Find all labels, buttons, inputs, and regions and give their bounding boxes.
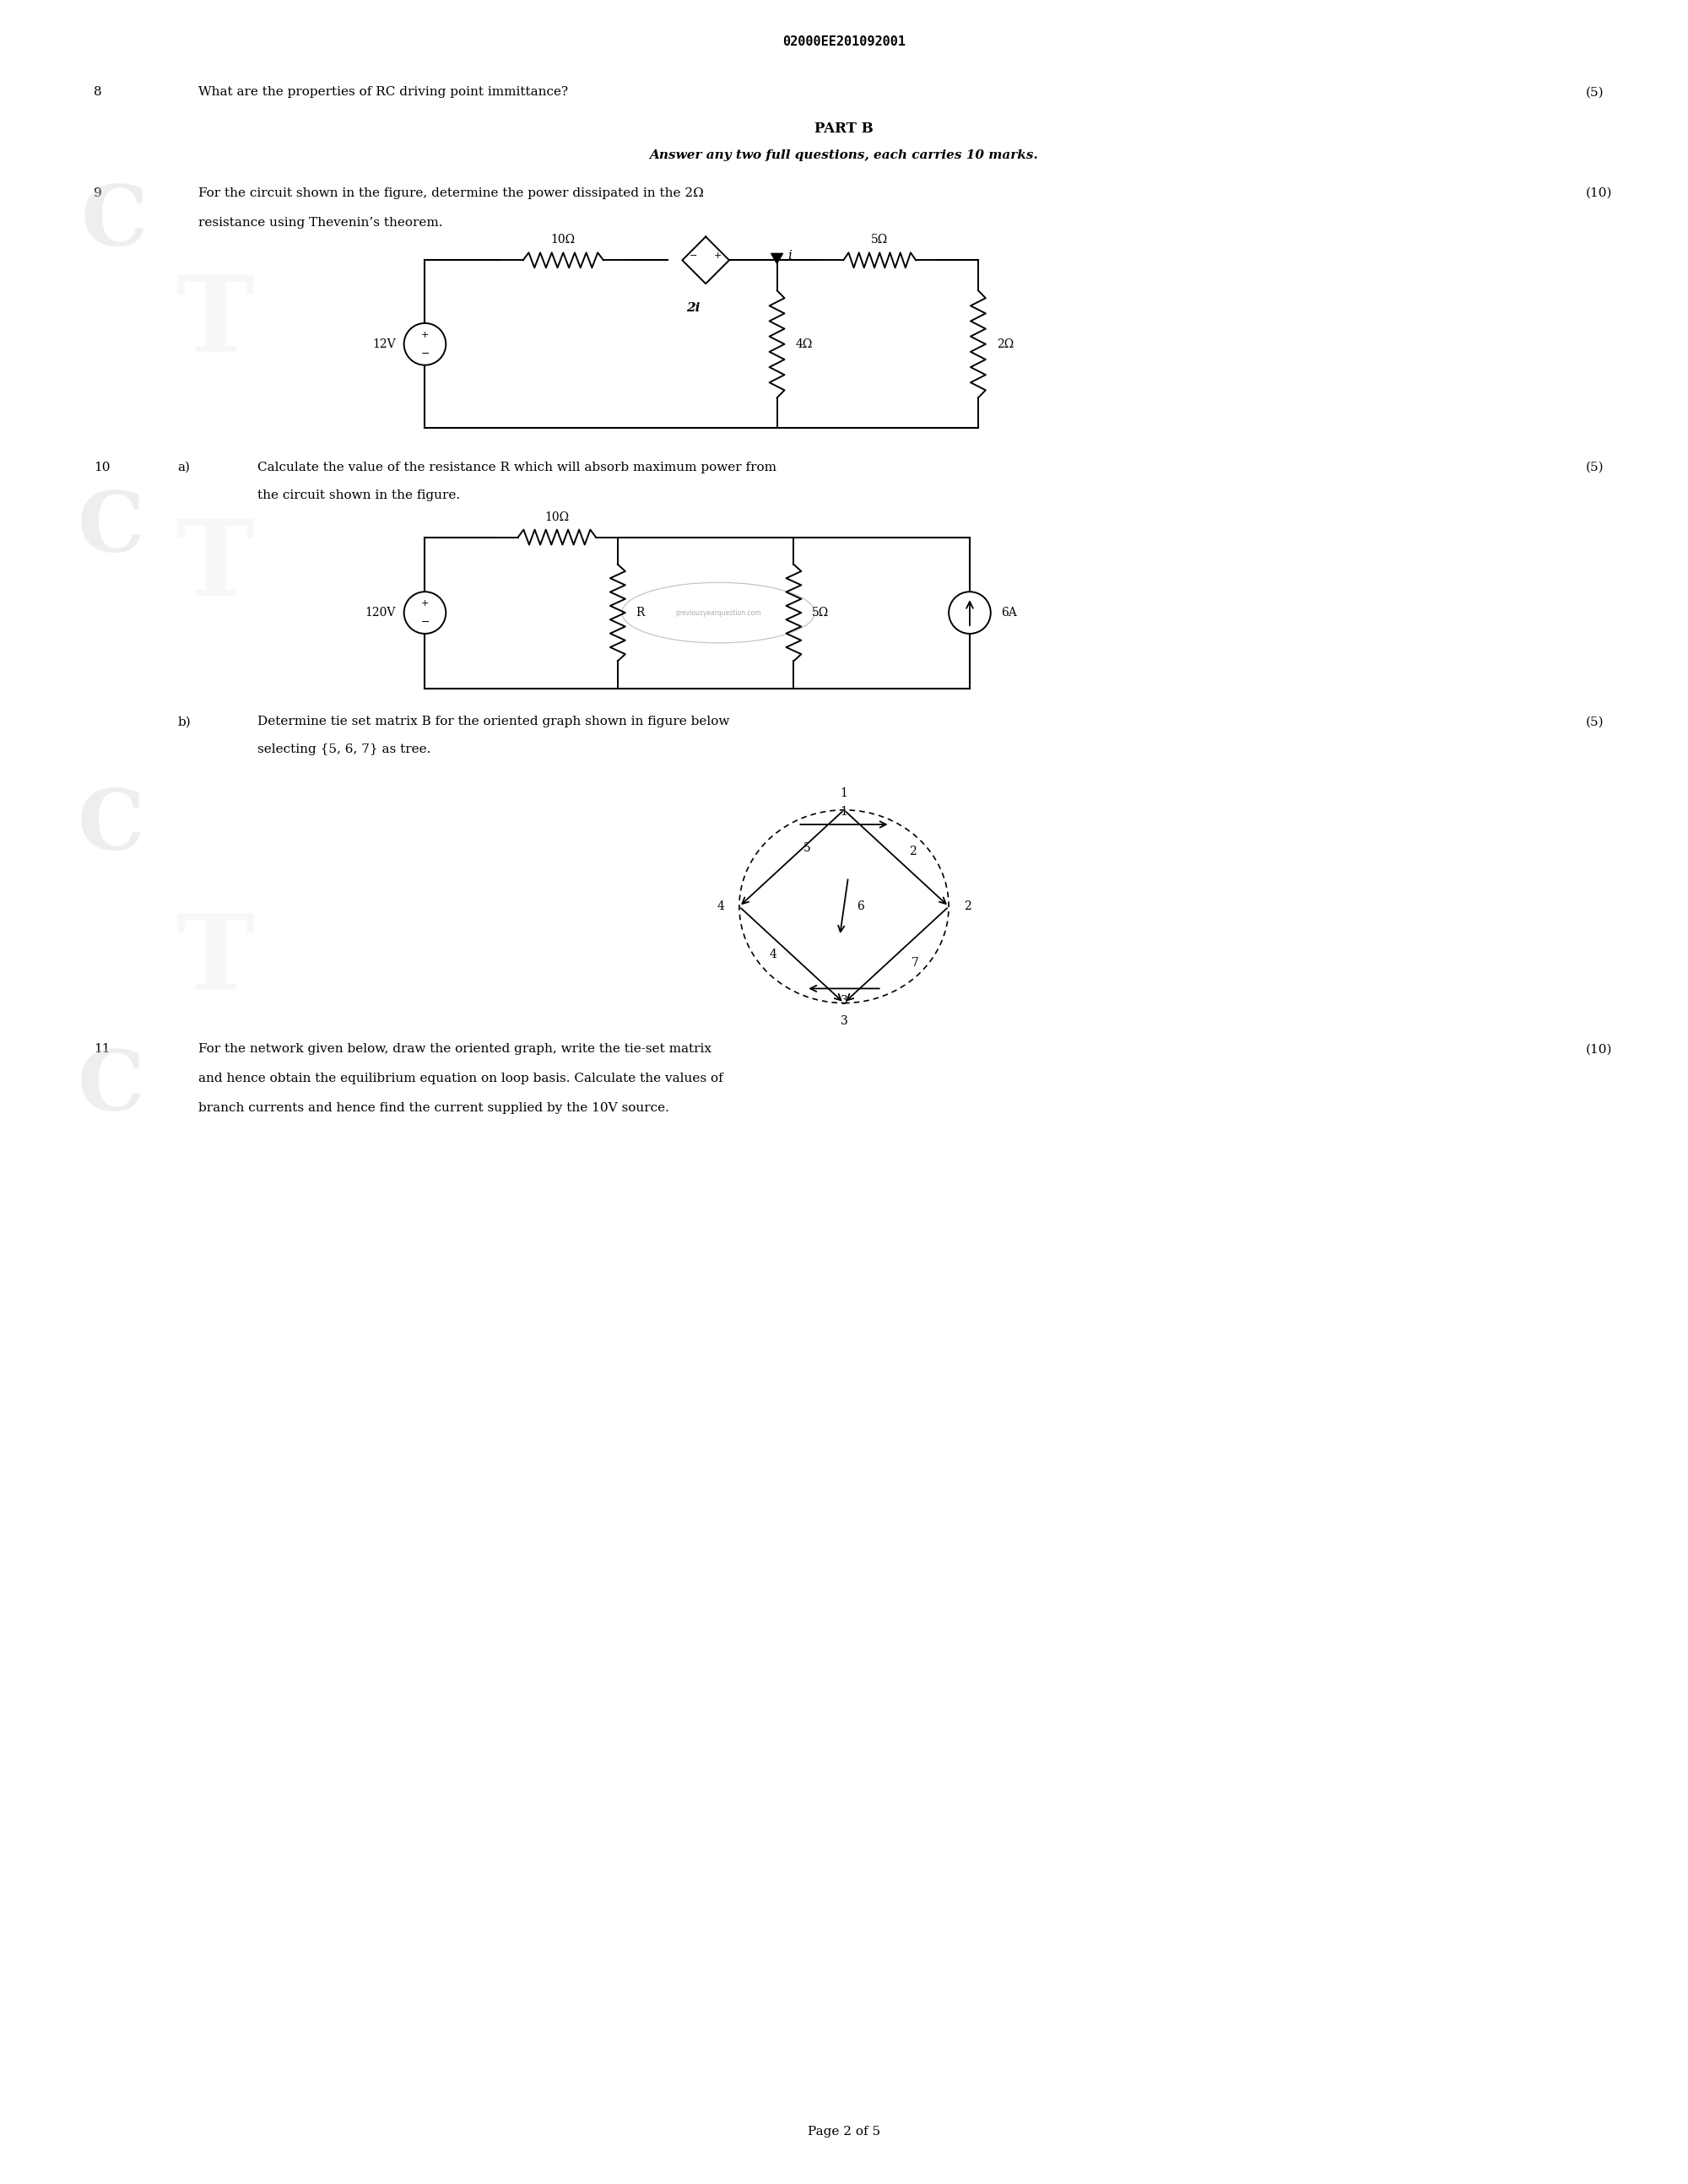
Text: 11: 11 bbox=[95, 1044, 110, 1055]
Text: +: + bbox=[420, 330, 429, 339]
Text: the circuit shown in the figure.: the circuit shown in the figure. bbox=[257, 489, 459, 500]
Text: What are the properties of RC driving point immittance?: What are the properties of RC driving po… bbox=[199, 87, 569, 98]
Text: T: T bbox=[176, 515, 255, 618]
Text: 02000EE201092001: 02000EE201092001 bbox=[783, 35, 905, 48]
Text: 2i: 2i bbox=[687, 301, 701, 314]
Text: Determine tie set matrix B for the oriented graph shown in figure below: Determine tie set matrix B for the orien… bbox=[257, 716, 729, 727]
Text: C: C bbox=[78, 487, 143, 570]
Polygon shape bbox=[771, 253, 783, 264]
Text: 8: 8 bbox=[95, 87, 101, 98]
Text: 10Ω: 10Ω bbox=[550, 234, 576, 247]
Text: 3: 3 bbox=[841, 996, 847, 1007]
Text: 10Ω: 10Ω bbox=[545, 511, 569, 522]
Text: 2Ω: 2Ω bbox=[996, 339, 1013, 349]
Text: C: C bbox=[78, 786, 143, 867]
Text: Answer any two full questions, each carries 10 marks.: Answer any two full questions, each carr… bbox=[650, 149, 1038, 162]
Text: resistance using Thevenin’s theorem.: resistance using Thevenin’s theorem. bbox=[199, 216, 442, 229]
Text: −: − bbox=[420, 616, 429, 627]
Text: +: + bbox=[714, 251, 722, 260]
Text: previousyearquestion.com: previousyearquestion.com bbox=[675, 609, 761, 616]
Text: 7: 7 bbox=[912, 957, 918, 970]
Text: (5): (5) bbox=[1585, 87, 1604, 98]
Text: 4: 4 bbox=[717, 900, 724, 913]
Text: C: C bbox=[81, 181, 149, 264]
Text: 10: 10 bbox=[95, 461, 110, 474]
Text: 6A: 6A bbox=[1001, 607, 1016, 618]
Text: 2: 2 bbox=[910, 845, 917, 858]
Text: R: R bbox=[636, 607, 645, 618]
Text: 2: 2 bbox=[964, 900, 971, 913]
Text: 5: 5 bbox=[803, 843, 810, 854]
Text: 4: 4 bbox=[770, 948, 776, 961]
Text: T: T bbox=[176, 273, 255, 373]
Text: 5Ω: 5Ω bbox=[871, 234, 888, 247]
Text: PART B: PART B bbox=[815, 122, 873, 135]
Text: T: T bbox=[176, 911, 255, 1011]
Text: and hence obtain the equilibrium equation on loop basis. Calculate the values of: and hence obtain the equilibrium equatio… bbox=[199, 1072, 724, 1085]
Text: (5): (5) bbox=[1585, 716, 1604, 727]
Text: 3: 3 bbox=[841, 1016, 847, 1026]
Text: 12V: 12V bbox=[373, 339, 395, 349]
Text: For the network given below, draw the oriented graph, write the tie-set matrix: For the network given below, draw the or… bbox=[199, 1044, 712, 1055]
Text: (10): (10) bbox=[1585, 188, 1612, 199]
Text: 1: 1 bbox=[841, 806, 847, 817]
Text: a): a) bbox=[177, 461, 191, 474]
Text: i: i bbox=[788, 251, 792, 262]
Text: (10): (10) bbox=[1585, 1044, 1612, 1055]
Text: (5): (5) bbox=[1585, 461, 1604, 474]
Text: 1: 1 bbox=[841, 786, 847, 799]
Text: b): b) bbox=[177, 716, 191, 727]
Text: 4Ω: 4Ω bbox=[795, 339, 812, 349]
Text: +: + bbox=[420, 598, 429, 607]
Text: Page 2 of 5: Page 2 of 5 bbox=[807, 2125, 881, 2138]
Text: 5Ω: 5Ω bbox=[812, 607, 829, 618]
Text: For the circuit shown in the figure, determine the power dissipated in the 2Ω: For the circuit shown in the figure, det… bbox=[199, 188, 704, 199]
Text: selecting {5, 6, 7} as tree.: selecting {5, 6, 7} as tree. bbox=[257, 743, 430, 756]
Text: −: − bbox=[420, 347, 429, 358]
Text: branch currents and hence find the current supplied by the 10V source.: branch currents and hence find the curre… bbox=[199, 1103, 670, 1114]
Text: Calculate the value of the resistance R which will absorb maximum power from: Calculate the value of the resistance R … bbox=[257, 461, 776, 474]
Text: 9: 9 bbox=[95, 188, 101, 199]
Text: 6: 6 bbox=[858, 900, 864, 913]
Text: C: C bbox=[78, 1046, 143, 1127]
Text: 120V: 120V bbox=[365, 607, 395, 618]
Text: −: − bbox=[689, 251, 697, 260]
